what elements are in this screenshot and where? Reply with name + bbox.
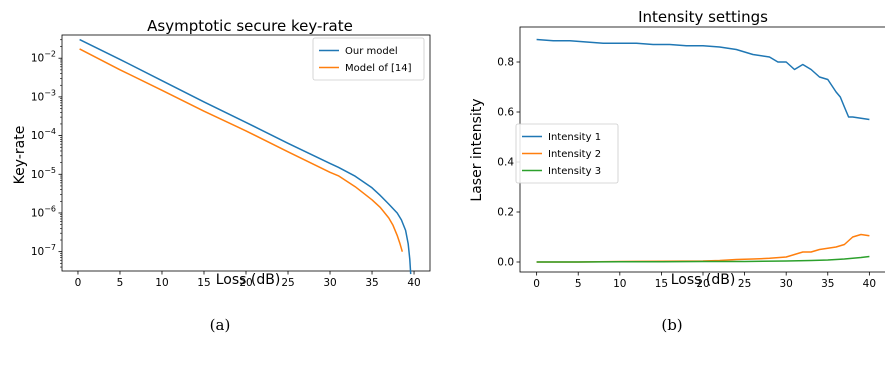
chart-a-xtick-label: 40	[407, 277, 420, 289]
chart-b-ytick-label: 0.4	[497, 157, 514, 169]
panel-b: Intensity settings Loss (dB) Laser inten…	[469, 8, 885, 334]
chart-b-xtick-label: 10	[613, 278, 626, 290]
chart-a-xtick-label: 20	[239, 277, 252, 289]
chart-b-series-line-3	[536, 255, 870, 263]
chart-b-xtick-label: 20	[696, 278, 709, 290]
chart-a-series-line-1	[79, 38, 412, 275]
chart-b-ytick-label: 0.6	[497, 107, 514, 119]
chart-b-xtick-label: 15	[655, 278, 668, 290]
chart-a-xtick-label: 30	[323, 277, 336, 289]
chart-b-title: Intensity settings	[638, 8, 768, 26]
chart-b-ytick-label: 0.0	[497, 257, 514, 269]
chart-b-xlabel: Loss (dB)	[671, 272, 736, 288]
chart-a-xlabel: Loss (dB)	[216, 272, 281, 288]
chart-b-legend-label: Intensity 1	[548, 132, 601, 143]
panel-a: Asymptotic secure key-rate Loss (dB) Key…	[12, 17, 431, 334]
chart-a-legend-label: Model of [14]	[345, 63, 412, 74]
chart-b-legend-label: Intensity 2	[548, 149, 601, 160]
chart-a-ytick-label: 10−7	[31, 243, 56, 258]
chart-b-xtick-label: 40	[863, 278, 876, 290]
chart-a-xtick-label: 25	[281, 277, 294, 289]
chart-a-ytick-label: 10−2	[31, 50, 56, 65]
chart-a-ytick-label: 10−4	[31, 127, 56, 142]
chart-a-ylabel: Key-rate	[12, 126, 28, 185]
chart-b-xtick-label: 5	[575, 278, 582, 290]
chart-b-plot-area: 0 5 10 15 20 25 30 35 40 0.0 0.2 0.4 0.6 0.8 Intensity…	[497, 26, 885, 290]
chart-a-xtick-label: 0	[75, 277, 82, 289]
chart-a-legend-box	[312, 37, 425, 81]
chart-a-xtick-label: 35	[365, 277, 378, 289]
chart-b-ytick-label: 0.8	[497, 57, 514, 69]
chart-b-ytick-label: 0.2	[497, 207, 514, 219]
chart-b-xtick-label: 30	[779, 278, 792, 290]
chart-a-plot-area: 0 5 10 15 20 25 30 35 40 10−7 10−6 10−5 10−4 10−3 10−2…	[31, 34, 431, 289]
chart-b-xtick-label: 0	[533, 278, 540, 290]
chart-a-series-line-2	[79, 48, 404, 252]
chart-b-series-line-2	[536, 233, 870, 263]
chart-b-series-line-1	[536, 38, 870, 121]
chart-b-xtick-label: 25	[738, 278, 751, 290]
chart-b-legend-label: Intensity 3	[548, 166, 601, 177]
chart-a-ytick-label: 10−6	[31, 204, 56, 219]
chart-a-xtick-label: 15	[197, 277, 210, 289]
chart-a-xtick-label: 10	[155, 277, 168, 289]
chart-b-caption: (b)	[661, 316, 682, 334]
chart-a-ytick-label: 10−3	[31, 88, 56, 103]
chart-b-legend-box	[515, 123, 619, 184]
chart-b-xtick-label: 35	[821, 278, 834, 290]
chart-a-xtick-label: 5	[117, 277, 124, 289]
chart-a-caption: (a)	[210, 316, 231, 334]
chart-a-legend-label: Our model	[345, 46, 398, 57]
chart-b-ylabel: Laser intensity	[469, 98, 485, 201]
chart-a-title: Asymptotic secure key-rate	[147, 17, 353, 35]
chart-a-ytick-label: 10−5	[31, 166, 56, 181]
